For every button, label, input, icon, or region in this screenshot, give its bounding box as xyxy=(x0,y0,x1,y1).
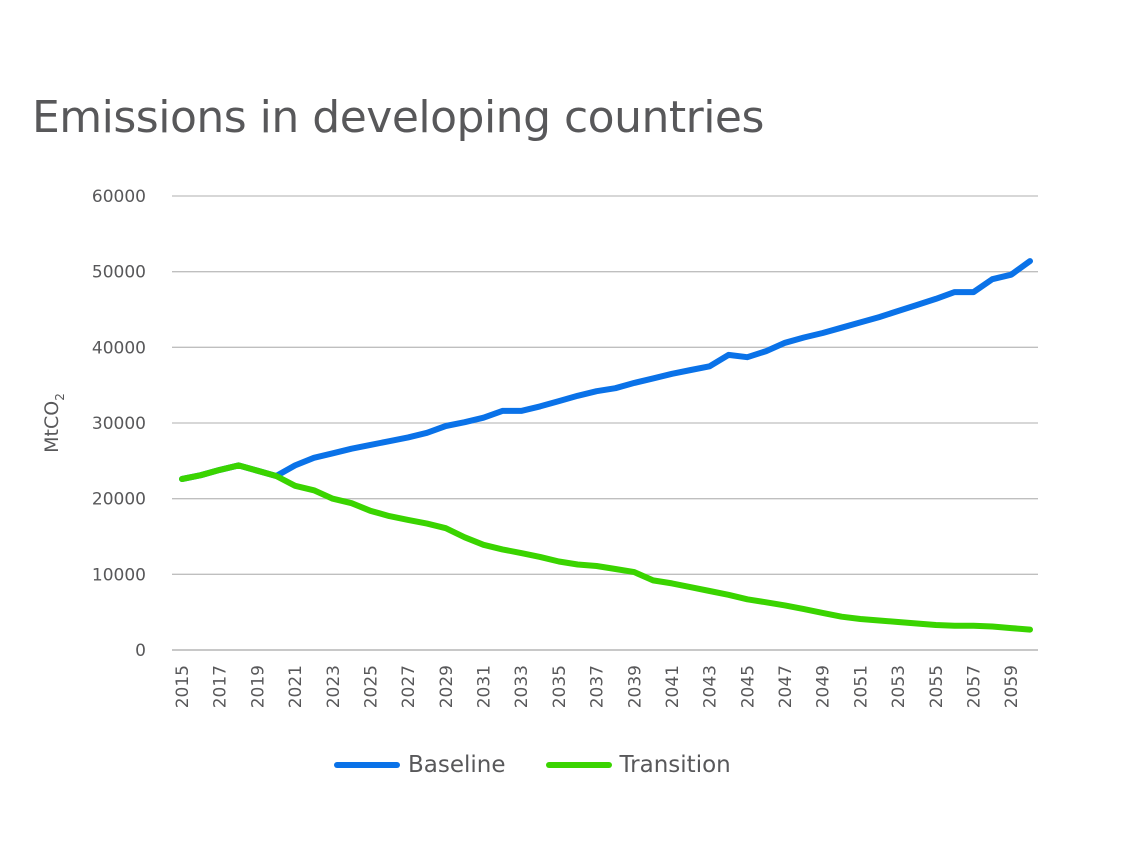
x-tick-label: 2059 xyxy=(1002,665,1022,708)
x-tick-label: 2017 xyxy=(211,665,231,708)
legend: Baseline Transition xyxy=(334,752,771,778)
x-tick-label: 2029 xyxy=(437,665,457,708)
x-tick-label: 2031 xyxy=(475,665,495,708)
x-tick-label: 2045 xyxy=(738,665,758,708)
series-line-baseline xyxy=(179,258,1033,482)
y-tick-label: 0 xyxy=(135,641,146,661)
x-tick-label: 2023 xyxy=(324,665,344,708)
legend-item-baseline[interactable]: Baseline xyxy=(334,752,506,778)
x-tick-label: 2047 xyxy=(776,665,796,708)
x-tick-label: 2053 xyxy=(889,665,909,708)
x-tick-label: 2051 xyxy=(851,665,871,708)
x-tick-label: 2033 xyxy=(512,665,532,708)
y-tick-label: 40000 xyxy=(92,338,146,358)
x-tick-label: 2043 xyxy=(701,665,721,708)
series-line-transition xyxy=(179,462,1033,633)
y-tick-label: 30000 xyxy=(92,414,146,434)
y-axis-label-subscript: 2 xyxy=(53,393,67,401)
x-axis-ticks: 2015 2017 2019 2021 2023 2025 2027 2029 2031 2033… xyxy=(173,665,1022,708)
x-tick-label: 2049 xyxy=(814,665,834,708)
legend-label-baseline: Baseline xyxy=(408,752,506,778)
y-axis-label: MtCO2 xyxy=(41,393,67,453)
legend-swatch-baseline xyxy=(334,762,400,768)
x-tick-label: 2025 xyxy=(361,665,381,708)
chart-title: Emissions in developing countries xyxy=(32,92,764,143)
x-tick-label: 2019 xyxy=(248,665,268,708)
x-tick-label: 2041 xyxy=(663,665,683,708)
y-tick-label: 50000 xyxy=(92,263,146,283)
x-tick-label: 2039 xyxy=(625,665,645,708)
x-tick-label: 2035 xyxy=(550,665,570,708)
series-lines xyxy=(179,258,1033,633)
x-tick-label: 2015 xyxy=(173,665,193,708)
y-axis-ticks: 0 10000 20000 30000 40000 50000 60000 xyxy=(92,187,146,661)
y-tick-label: 10000 xyxy=(92,565,146,585)
x-tick-label: 2057 xyxy=(964,665,984,708)
y-tick-label: 20000 xyxy=(92,490,146,510)
x-tick-label: 2037 xyxy=(588,665,608,708)
gridlines xyxy=(172,195,1038,651)
x-tick-label: 2027 xyxy=(399,665,419,708)
legend-swatch-transition xyxy=(545,762,612,768)
legend-label-transition: Transition xyxy=(619,752,731,778)
y-tick-label: 60000 xyxy=(92,187,146,207)
x-tick-label: 2021 xyxy=(286,665,306,708)
legend-item-transition[interactable]: Transition xyxy=(545,752,731,778)
x-tick-label: 2055 xyxy=(927,665,947,708)
y-axis-label-main: MtCO xyxy=(41,401,63,453)
